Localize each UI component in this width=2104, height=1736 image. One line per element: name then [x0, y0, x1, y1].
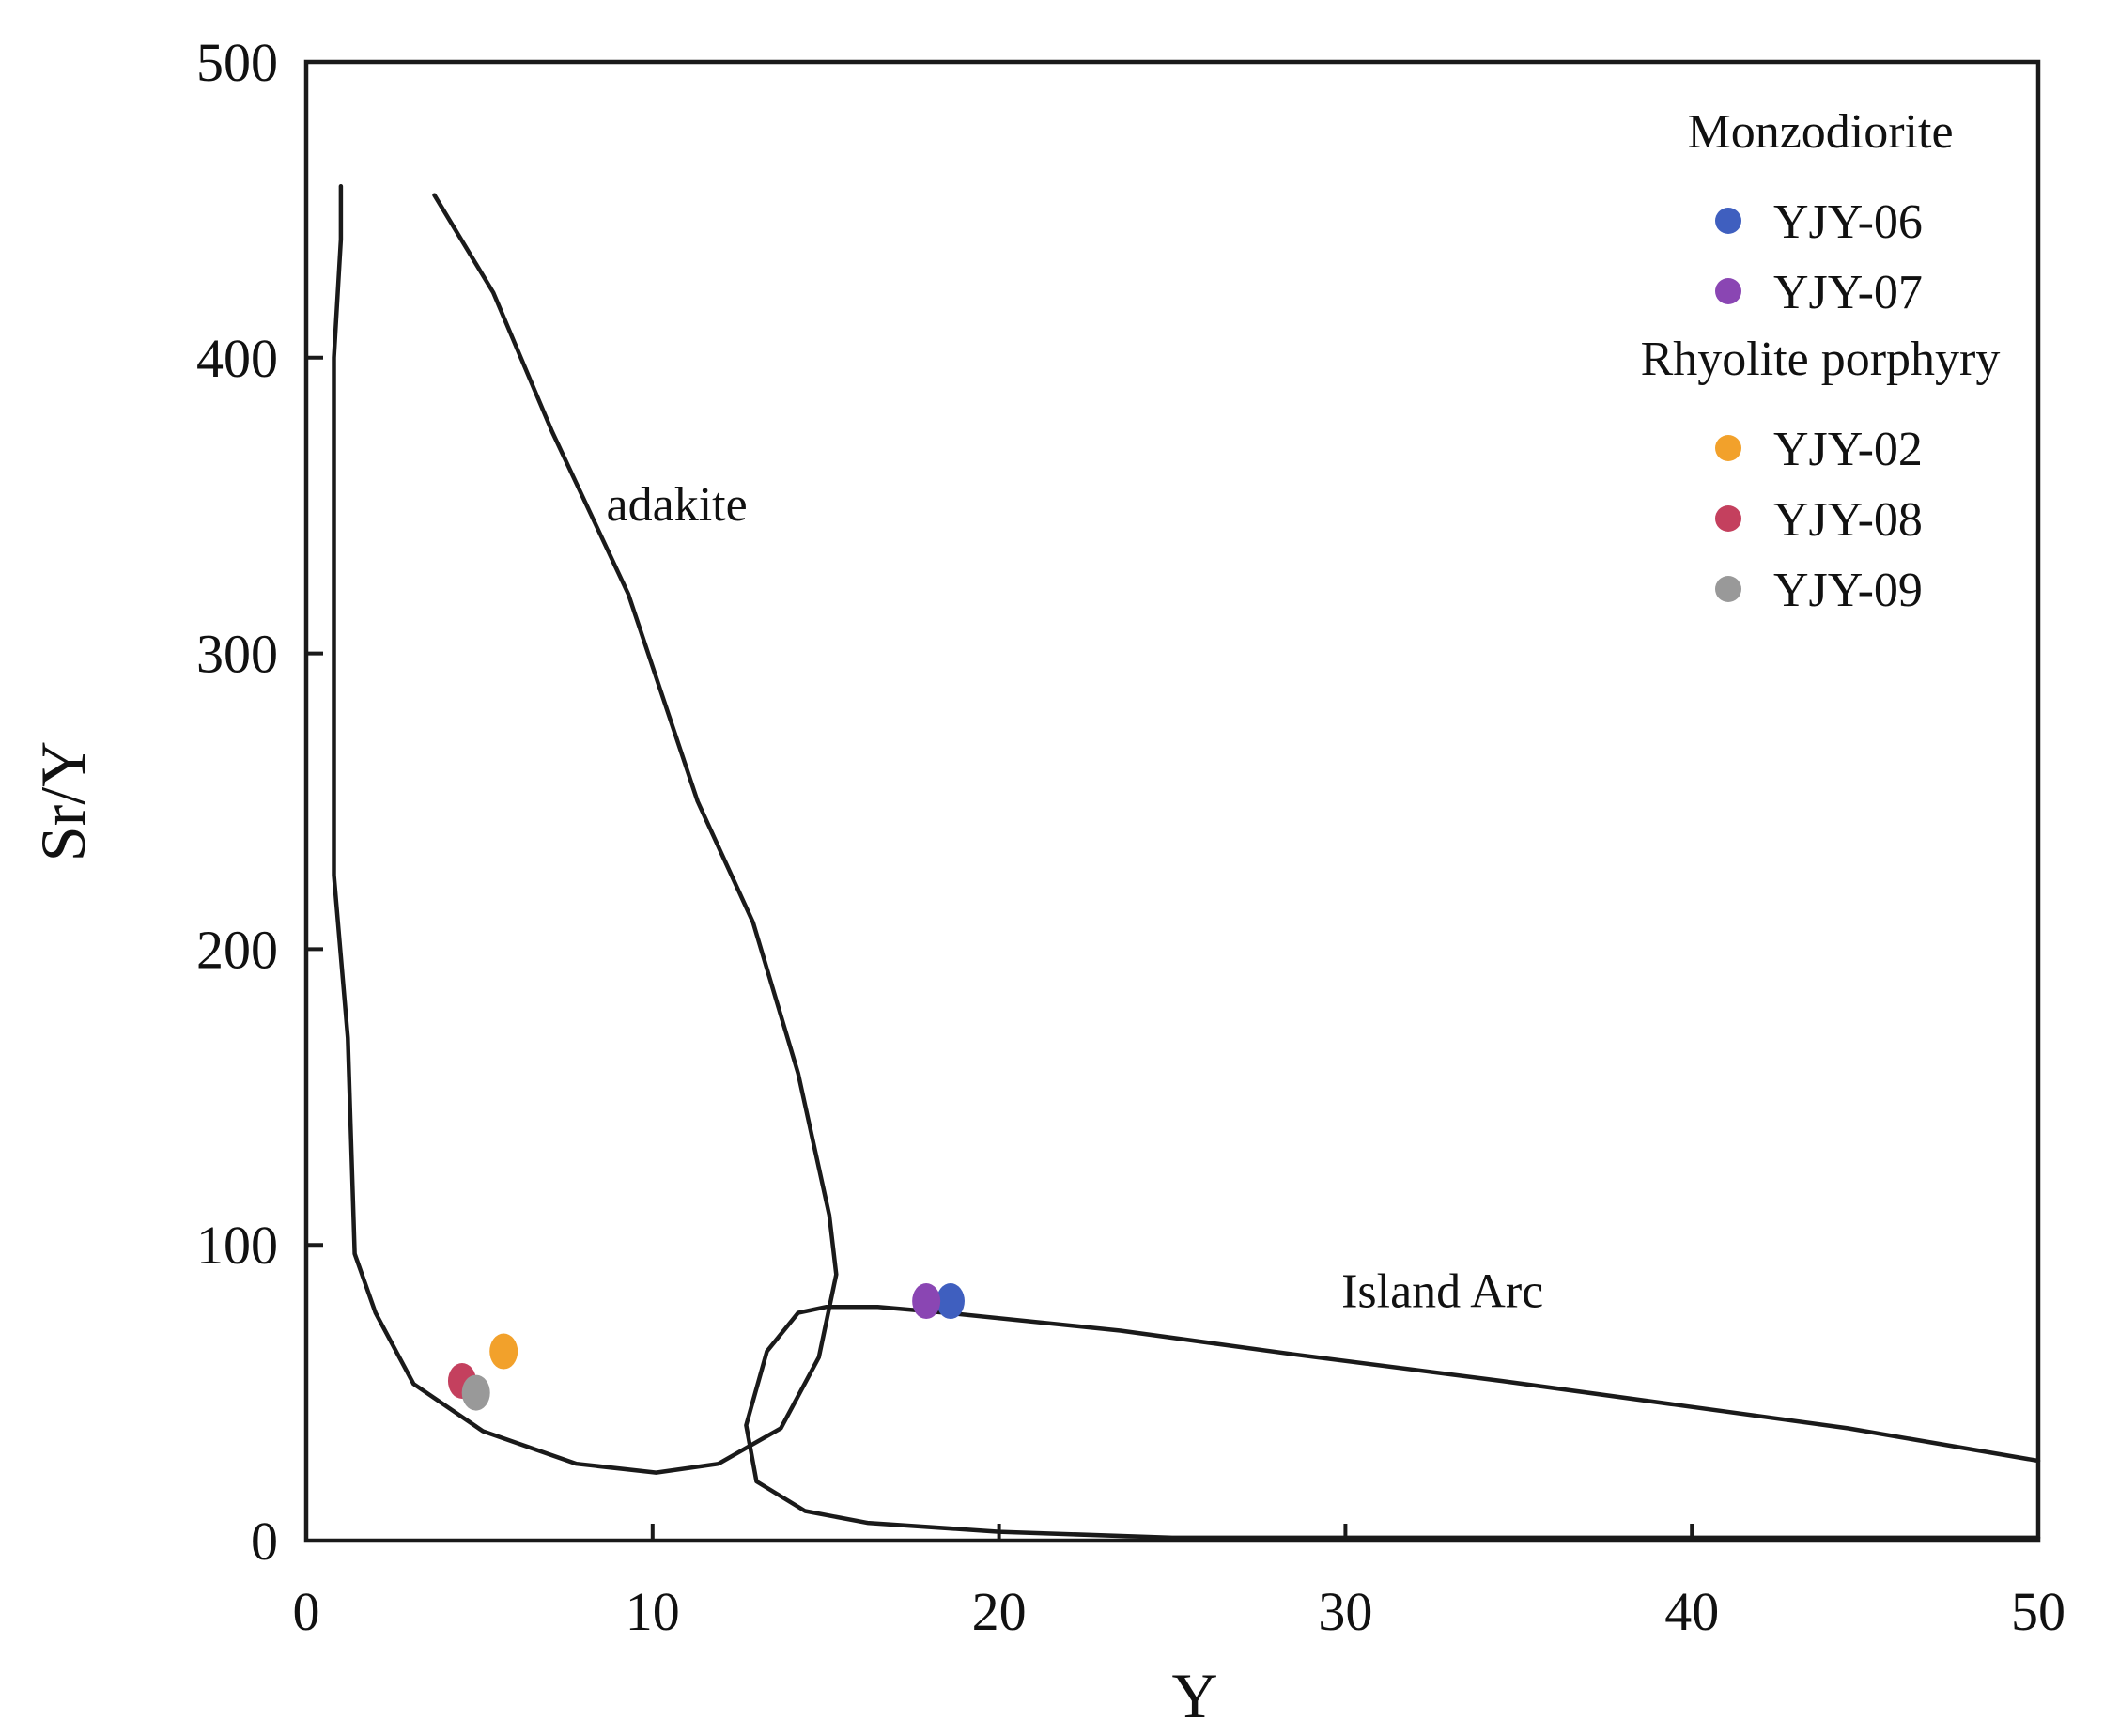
plot-border	[303, 59, 2041, 1543]
x-tick-label: 10	[626, 1581, 680, 1642]
adakite-field-label: adakite	[607, 478, 748, 532]
point-yjy-02	[489, 1333, 518, 1370]
y-tick-label: 400	[196, 328, 278, 389]
legend: Monzodiorite YJY-06 YJY-07 Rhyolite porphyr…	[1641, 105, 2001, 617]
legend-marker-yjy-07	[1715, 278, 1741, 304]
y-tick-label: 500	[196, 32, 278, 93]
x-tick-label: 20	[972, 1581, 1027, 1642]
y-axis: 0 100 200 300 400 500	[196, 32, 323, 1572]
plot-area	[303, 59, 2041, 1543]
legend-marker-yjy-08	[1715, 505, 1741, 532]
x-axis: 0 10 20 30 40 50	[293, 1524, 2065, 1642]
legend-marker-yjy-02	[1715, 435, 1741, 461]
legend-marker-yjy-06	[1715, 208, 1741, 234]
x-tick-label: 30	[1318, 1581, 1372, 1642]
y-tick-label: 200	[196, 919, 278, 980]
tectonic-fields: adakite Island Arc	[332, 183, 2041, 1541]
x-tick-label: 0	[293, 1581, 320, 1642]
y-tick-label: 300	[196, 624, 278, 685]
island-arc-field-label: Island Arc	[1341, 1264, 1543, 1318]
point-yjy-07	[912, 1283, 941, 1320]
y-axis-title: Sr/Y	[27, 741, 99, 861]
legend-entry-label: YJY-08	[1773, 493, 1923, 547]
y-tick-label: 100	[196, 1215, 278, 1276]
data-points	[447, 1283, 965, 1411]
x-tick-label: 40	[1664, 1581, 1719, 1642]
legend-group-title: Monzodiorite	[1687, 105, 1953, 159]
point-yjy-06	[936, 1283, 965, 1320]
legend-group-title: Rhyolite porphyry	[1641, 333, 2001, 386]
legend-marker-yjy-09	[1715, 576, 1741, 602]
legend-entry-label: YJY-09	[1773, 564, 1923, 617]
adakite-field-boundary	[332, 183, 839, 1475]
point-yjy-09	[461, 1374, 490, 1411]
legend-entry-label: YJY-02	[1773, 423, 1923, 476]
y-tick-label: 0	[251, 1511, 278, 1572]
legend-entry-label: YJY-06	[1773, 195, 1923, 249]
x-axis-title: Y	[1171, 1660, 1217, 1731]
island-arc-field-boundary	[744, 1305, 2041, 1541]
legend-entry-label: YJY-07	[1773, 266, 1923, 319]
x-tick-label: 50	[2011, 1581, 2065, 1642]
